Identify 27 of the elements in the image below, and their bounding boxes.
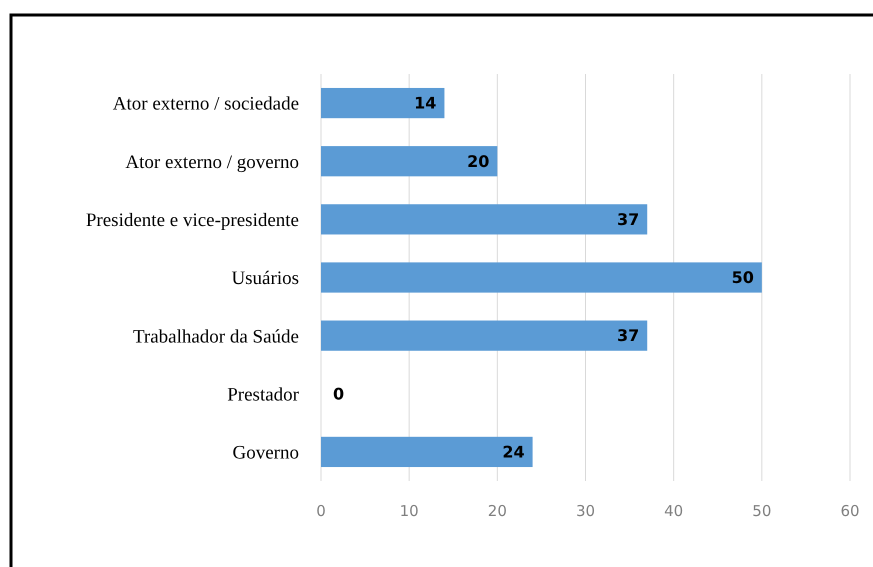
- x-tick-label: 30: [576, 502, 596, 520]
- x-tick-label: 0: [316, 502, 326, 520]
- data-label: 24: [502, 442, 525, 462]
- y-tick-label: Prestador: [227, 384, 300, 406]
- x-tick-label: 20: [488, 502, 507, 520]
- x-tick-label: 60: [840, 502, 860, 520]
- y-tick-label: Usuários: [231, 268, 299, 290]
- bar: [321, 204, 648, 234]
- bar: [321, 320, 648, 351]
- bar: [321, 436, 533, 468]
- data-label: 20: [467, 152, 490, 171]
- y-tick-label: Ator externo / governo: [125, 152, 299, 173]
- data-label: 0: [333, 384, 344, 404]
- data-label: 37: [616, 210, 640, 229]
- data-label: 50: [732, 268, 754, 288]
- y-tick-label: Ator externo / sociedade: [112, 94, 299, 115]
- x-tick-label: 10: [400, 502, 419, 520]
- y-tick-label: Trabalhador da Saúde: [132, 326, 299, 348]
- data-label: 14: [414, 94, 436, 113]
- bar: [321, 88, 444, 118]
- data-label: 37: [616, 326, 640, 346]
- y-tick-label: Presidente e vice-presidente: [86, 210, 299, 232]
- y-tick-label: Governo: [232, 442, 299, 464]
- x-tick-label: 50: [752, 502, 772, 520]
- x-tick-label: 40: [664, 502, 684, 520]
- bar: [321, 262, 762, 293]
- bar: [321, 146, 498, 176]
